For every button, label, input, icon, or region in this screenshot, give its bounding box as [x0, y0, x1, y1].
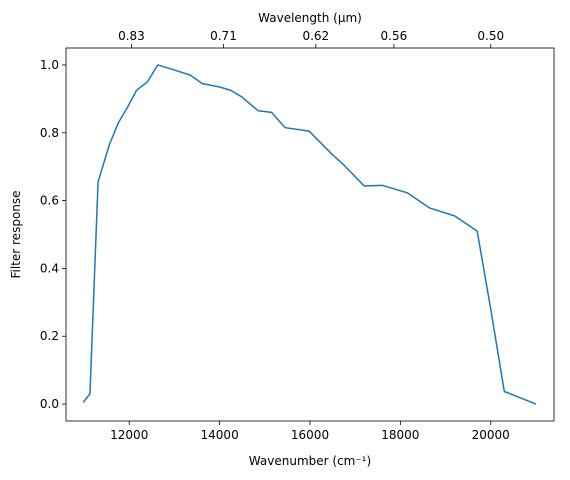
plot-lines [82, 64, 537, 405]
x-tick-label: 16000 [291, 428, 329, 442]
y-axis-title: Filter response [9, 190, 23, 278]
x-tick-label: 20000 [472, 428, 510, 442]
bottom-axis-ticks: 12000 14000 16000 18000 20000 [110, 421, 510, 442]
top-axis-ticks: 0.83 0.71 0.62 0.56 0.50 [118, 29, 504, 48]
top-tick-label: 0.71 [210, 29, 237, 43]
x-tick-label: 18000 [381, 428, 419, 442]
top-tick-label: 0.56 [381, 29, 408, 43]
y-tick-label: 1.0 [40, 58, 59, 72]
series-line-0 [82, 64, 537, 405]
y-tick-label: 0.4 [40, 261, 59, 275]
plot-frame [65, 47, 555, 422]
y-tick-label: 0.2 [40, 329, 59, 343]
x-tick-label: 14000 [201, 428, 239, 442]
y-tick-label: 0.6 [40, 194, 59, 208]
top-tick-label: 0.50 [477, 29, 504, 43]
y-tick-label: 0.8 [40, 126, 59, 140]
top-tick-label: 0.83 [118, 29, 145, 43]
left-axis-ticks: 0.0 0.2 0.4 0.6 0.8 1.0 [40, 58, 66, 411]
top-tick-label: 0.62 [302, 29, 329, 43]
top-axis-title: Wavelength (μm) [258, 11, 362, 25]
y-tick-label: 0.0 [40, 397, 59, 411]
x-tick-label: 12000 [110, 428, 148, 442]
x-axis-title: Wavenumber (cm⁻¹) [249, 454, 371, 468]
